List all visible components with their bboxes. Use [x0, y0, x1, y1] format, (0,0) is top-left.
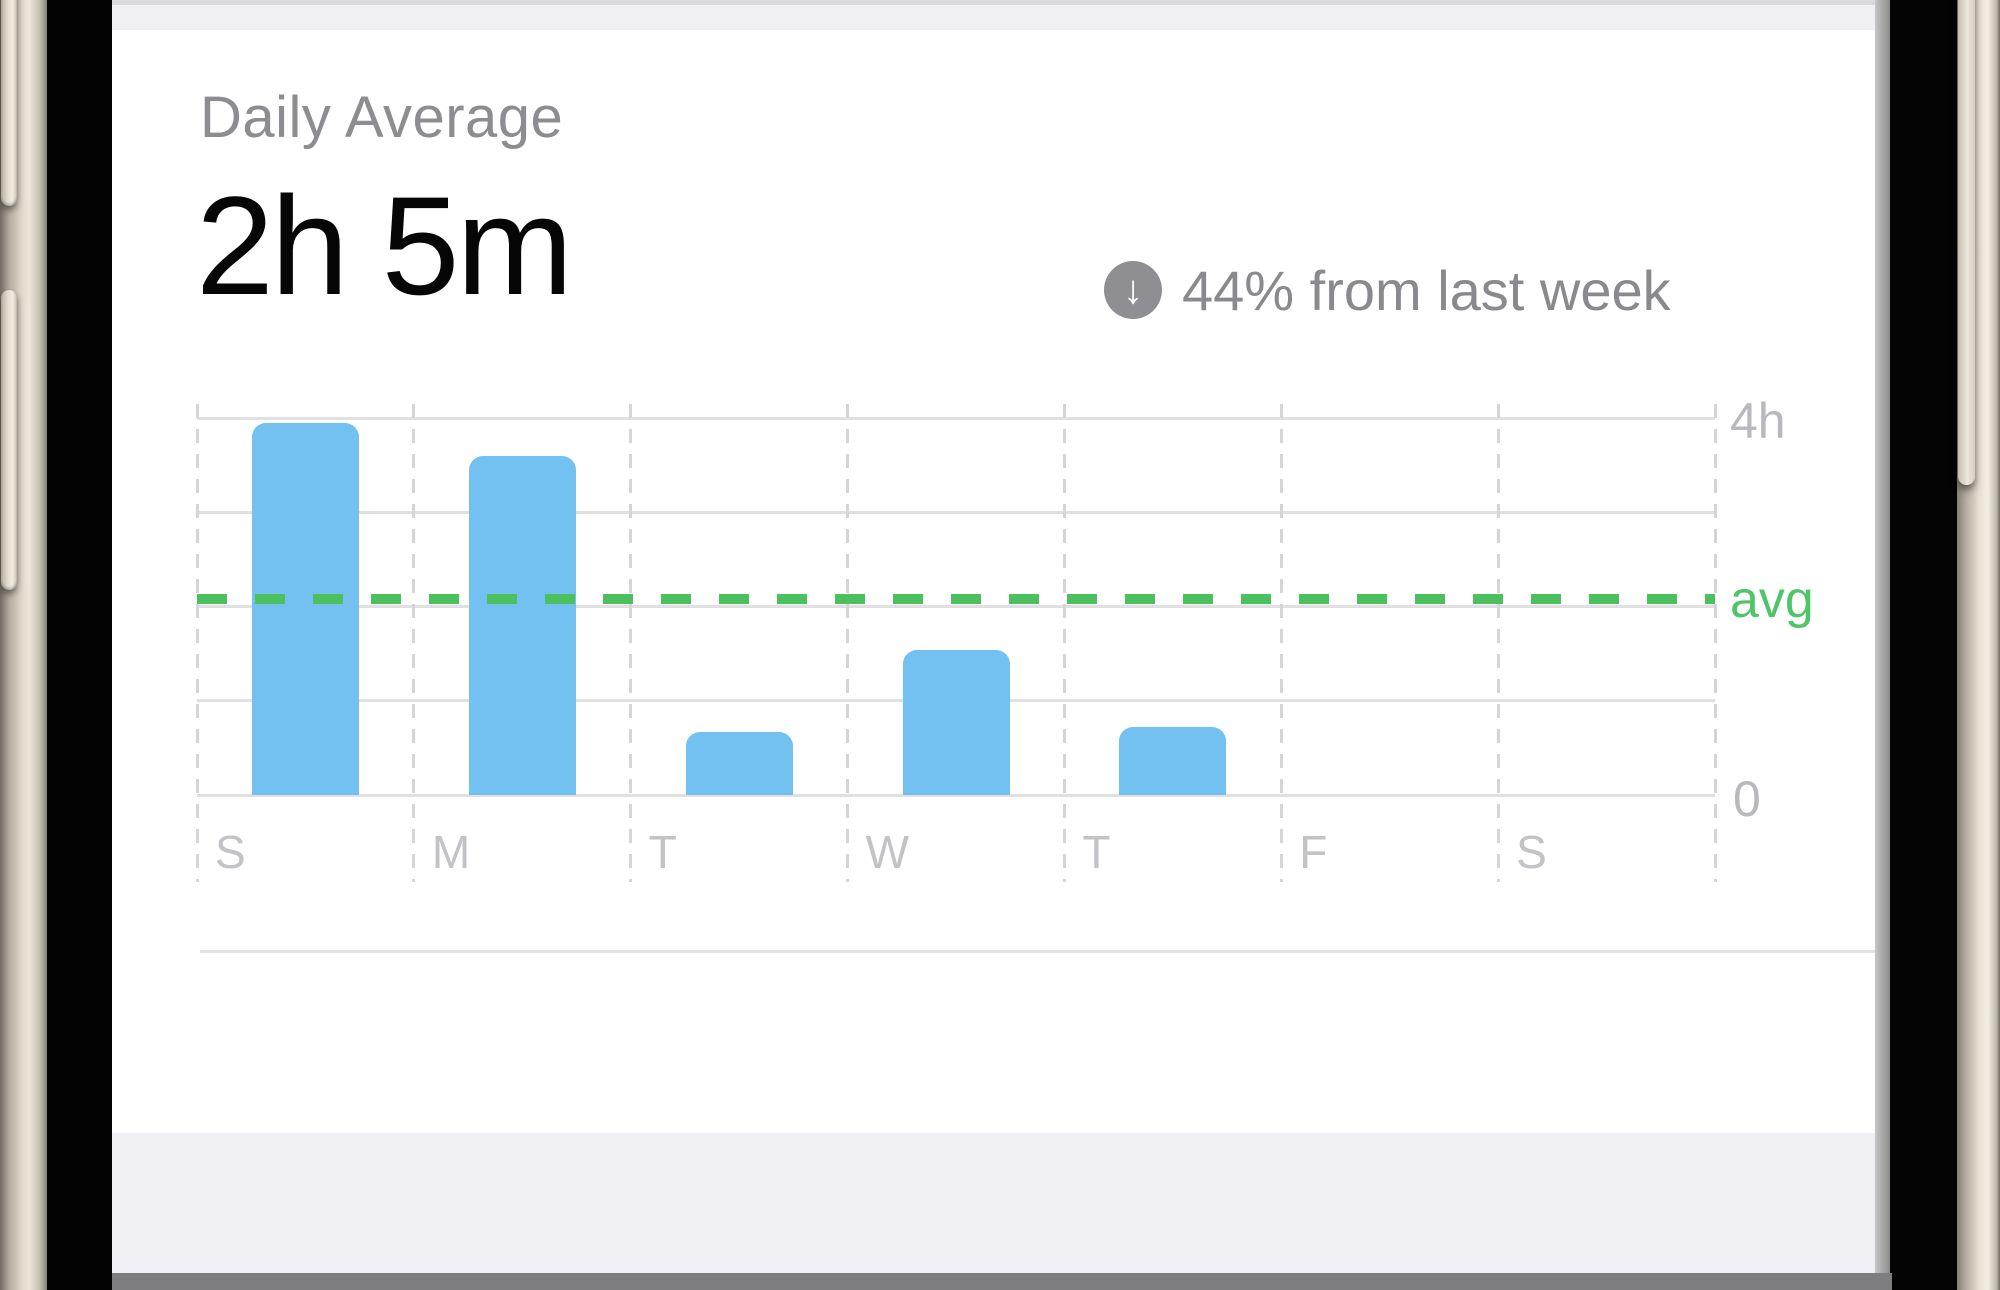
x-axis-label-6: S	[1516, 826, 1547, 878]
average-line	[197, 593, 1715, 604]
gridline-vertical	[412, 404, 416, 882]
gridline-vertical	[1062, 404, 1066, 882]
phone-screen: Daily Average 2h 5m ↓ 44% from last week…	[112, 0, 1875, 1290]
phone-left-bezel	[47, 0, 112, 1290]
week-change-row: ↓ 44% from last week	[1104, 259, 1671, 322]
phone-right-bezel	[1890, 0, 1957, 1290]
phone-left-frame	[0, 0, 47, 1290]
gridline-horizontal	[197, 605, 1715, 608]
gridline-horizontal	[197, 416, 1715, 420]
avg-line-label: avg	[1730, 571, 1814, 629]
phone-right-frame	[1957, 0, 2000, 1290]
arrow-down-circle-icon: ↓	[1104, 261, 1162, 319]
gridline-horizontal	[197, 793, 1715, 797]
bar-T-2	[685, 731, 793, 795]
daily-average-title: Daily Average	[200, 85, 564, 150]
gridline-vertical	[629, 404, 633, 882]
x-axis-label-4: T	[1082, 826, 1111, 878]
footer-bar: Updated today at 4:17 PM	[112, 1133, 1875, 1273]
gridline-vertical	[846, 404, 850, 882]
background-gap	[112, 0, 1875, 30]
volume-down-button	[1, 290, 17, 590]
x-axis-label-3: W	[865, 826, 909, 878]
gridline-vertical	[1496, 404, 1500, 882]
x-axis-label-0: S	[215, 826, 246, 878]
y-axis-max-label: 4h	[1730, 393, 1786, 449]
gridline-vertical	[195, 404, 199, 882]
daily-average-value: 2h 5m	[196, 167, 573, 324]
x-axis-label-2: T	[648, 826, 677, 878]
gridline-vertical	[1713, 404, 1717, 882]
row-separator	[200, 950, 1875, 953]
y-axis-zero-label: 0	[1733, 771, 1761, 827]
bar-T-4	[1119, 727, 1227, 795]
see-all-activity-row[interactable]: See All Activity	[112, 953, 1875, 1133]
bar-M-1	[468, 455, 576, 795]
bar-S-0	[251, 422, 359, 795]
power-button	[1958, 0, 1975, 485]
screen-right-edge	[1875, 0, 1890, 1290]
gridline-vertical	[1279, 404, 1283, 882]
x-axis-label-1: M	[431, 826, 471, 878]
x-axis-label-5: F	[1299, 826, 1328, 878]
bar-W-3	[902, 649, 1010, 795]
screen-bottom-strip	[112, 1273, 1892, 1290]
volume-up-button	[1, 0, 17, 206]
top-hairline	[112, 0, 1875, 5]
gridline-horizontal	[197, 510, 1715, 514]
week-change-label: 44% from last week	[1182, 258, 1671, 322]
